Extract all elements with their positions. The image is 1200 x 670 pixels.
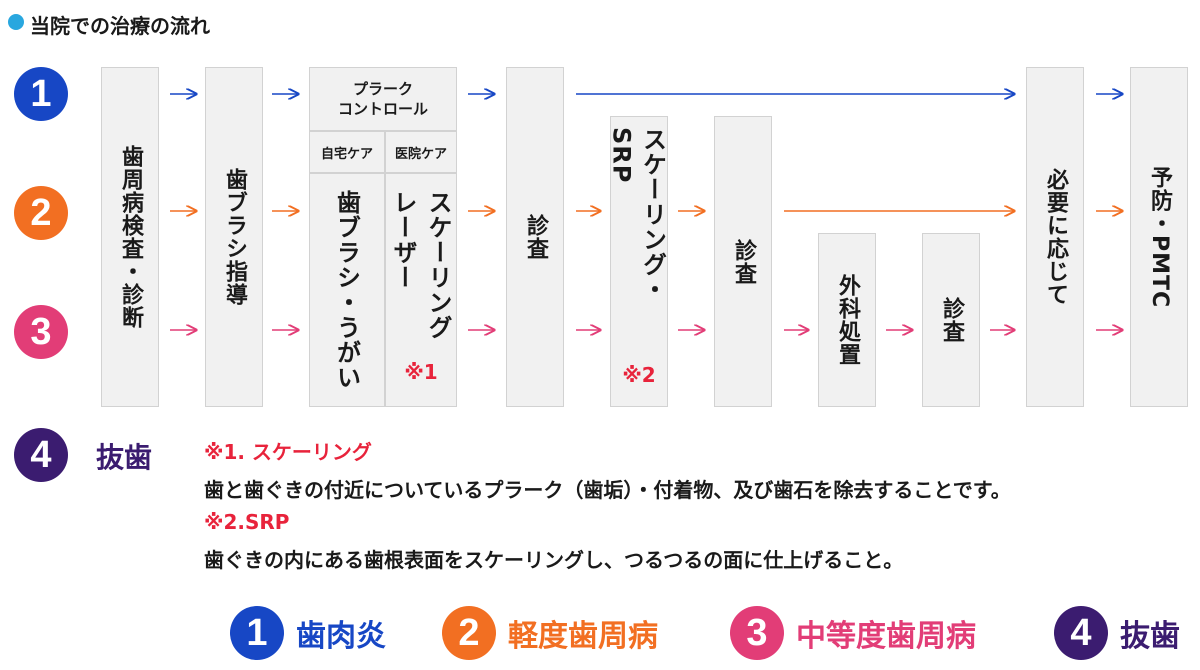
step-exam-2: 診査 xyxy=(506,67,564,407)
step-brushing-guidance-label: 歯ブラシ指導 xyxy=(222,168,247,306)
note1-body: 歯と歯ぐきの付近についているプラーク（歯垢）・付着物、及び歯石を除去することです… xyxy=(204,478,1011,502)
step-prevention-pmtc-label: 予防・PMTC xyxy=(1147,165,1172,309)
step-brushing-guidance: 歯ブラシ指導 xyxy=(205,67,263,407)
note1-marker: ※1 xyxy=(404,360,438,384)
home-care-label: 自宅ケア xyxy=(320,146,373,162)
legend-label-4: 抜歯 xyxy=(1120,619,1180,654)
step-prevention-pmtc: 予防・PMTC xyxy=(1130,67,1188,407)
page-title: 当院での治療の流れ xyxy=(30,14,210,38)
legend-badge-4: 4 xyxy=(1054,606,1108,660)
clinic-care-header: 医院ケア xyxy=(385,131,457,173)
badge-gingivitis: 1 xyxy=(14,67,68,121)
step-as-needed: 必要に応じて xyxy=(1026,67,1084,407)
legend-item-moderate: 3 中等度歯周病 xyxy=(730,606,976,660)
badge-mild: 2 xyxy=(14,186,68,240)
step-brush-gargle: 歯ブラシ・うがい xyxy=(309,173,385,407)
title-bullet-icon xyxy=(8,14,24,30)
step-exam-3: 診査 xyxy=(714,116,772,407)
note2-marker: ※2 xyxy=(622,363,656,387)
note1-heading: ※1. スケーリング xyxy=(204,440,372,464)
clinic-care-label: 医院ケア xyxy=(394,146,447,162)
legend-badge-3: 3 xyxy=(730,606,784,660)
extraction-label: 抜歯 xyxy=(96,441,153,474)
step-scaling-srp: スケーリング・SRP ※2 xyxy=(607,116,668,407)
step-surgery: 外科処置 xyxy=(818,233,876,407)
legend-badge-1: 1 xyxy=(230,606,284,660)
home-care-header: 自宅ケア xyxy=(309,131,385,173)
step-periodontal-exam-label: 歯周病検査・診断 xyxy=(118,145,143,329)
legend-item-gingivitis: 1 歯肉炎 xyxy=(230,606,386,660)
legend-label-1: 歯肉炎 xyxy=(296,619,386,654)
step-surgery-label: 外科処置 xyxy=(835,274,860,366)
legend-badge-2: 2 xyxy=(442,606,496,660)
step-scaling-laser: スケーリング レーザー ※1 xyxy=(385,173,457,407)
note2-heading: ※2.SRP xyxy=(204,510,290,534)
brush-gargle-label: 歯ブラシ・うがい xyxy=(332,190,361,390)
legend-item-mild: 2 軽度歯周病 xyxy=(442,606,658,660)
step-exam-3-label: 診査 xyxy=(731,238,756,285)
scaling-laser-label: スケーリング レーザー xyxy=(389,190,452,340)
step-exam-2-label: 診査 xyxy=(523,214,548,260)
step-exam-4-label: 診査 xyxy=(939,297,964,343)
badge-extraction: 4 xyxy=(14,428,68,482)
legend-label-3: 中等度歯周病 xyxy=(796,619,976,654)
scaling-srp-label: スケーリング・SRP xyxy=(607,127,667,302)
step-periodontal-exam: 歯周病検査・診断 xyxy=(101,67,159,407)
step-plaque-control: プラーク コントロール xyxy=(309,67,457,131)
legend-item-extraction: 4 抜歯 xyxy=(1054,606,1180,660)
step-as-needed-label: 必要に応じて xyxy=(1043,168,1068,306)
step-exam-4: 診査 xyxy=(922,233,980,407)
plaque-control-label: プラーク コントロール xyxy=(337,80,428,118)
note2-body: 歯ぐきの内にある歯根表面をスケーリングし、つるつるの面に仕上げること。 xyxy=(204,548,904,572)
legend-label-2: 軽度歯周病 xyxy=(508,619,658,654)
badge-moderate: 3 xyxy=(14,305,68,359)
